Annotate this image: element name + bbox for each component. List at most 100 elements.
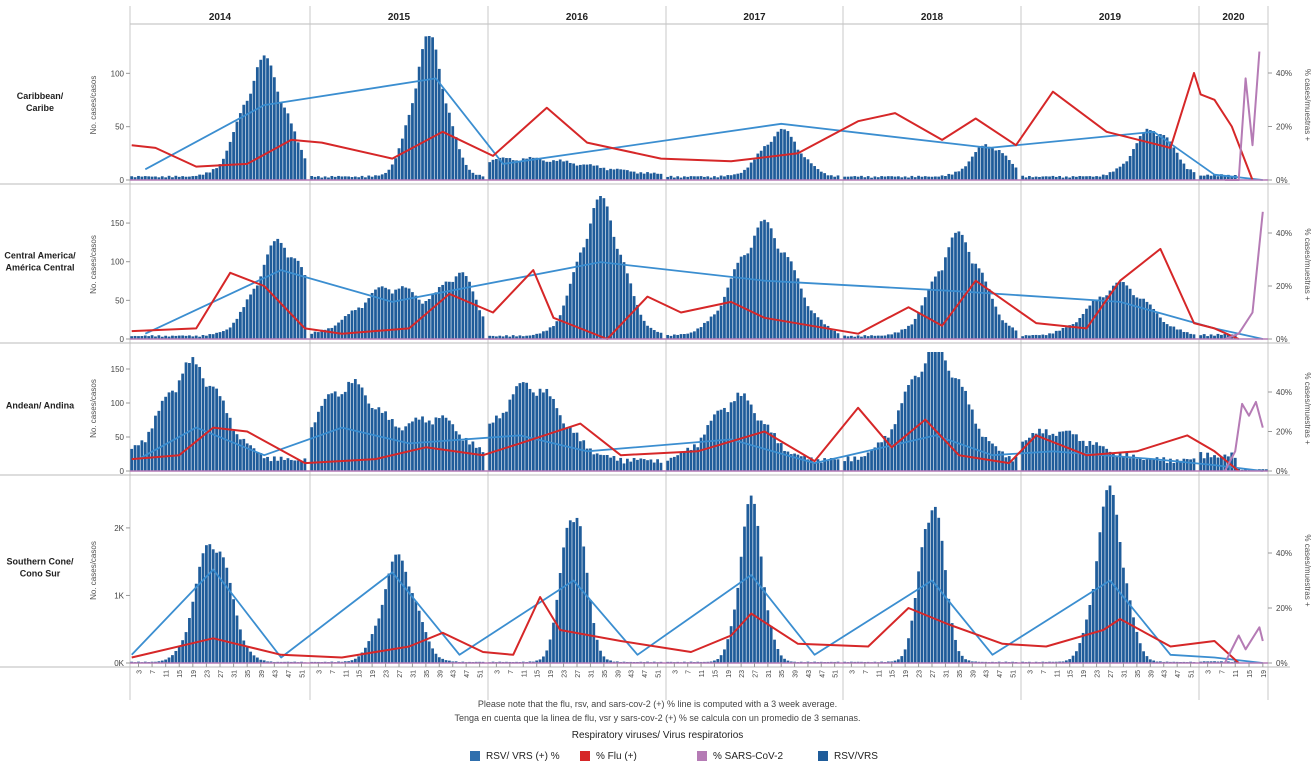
rsv-case-bar — [930, 510, 934, 663]
rsv-case-bar — [659, 332, 663, 339]
rsv-case-bar — [242, 640, 246, 663]
rsv-case-bar — [255, 67, 259, 180]
rsv-case-bar — [188, 363, 191, 471]
rsv-case-bar — [390, 293, 394, 339]
rsv-case-bar — [686, 447, 690, 471]
rsv-case-bar — [713, 176, 716, 180]
rsv-case-bar — [380, 174, 384, 180]
legend-item-sars[interactable]: % SARS-CoV-2 — [697, 749, 783, 763]
rsv-case-bar — [1075, 322, 1078, 339]
rsv-case-bar — [488, 162, 492, 180]
rsv-case-bar — [255, 452, 259, 471]
rsv-case-bar — [511, 394, 515, 471]
rsv-case-bar — [960, 655, 964, 663]
panel-label: Cono Sur — [20, 569, 61, 579]
week-tick-label: 23 — [917, 670, 924, 678]
rsv-case-bar — [779, 655, 783, 663]
legend-swatch-rsv-cases — [818, 751, 828, 761]
legend-item-flu[interactable]: % Flu (+) — [580, 749, 637, 763]
rsv-case-bar — [343, 176, 347, 180]
rsv-case-bar — [1048, 176, 1051, 180]
rsv-case-bar — [1068, 177, 1072, 180]
rsv-case-bar — [605, 170, 609, 180]
rsv-case-bar — [1122, 282, 1125, 339]
rsv-case-bar — [245, 100, 249, 180]
rsv-case-bar — [198, 366, 202, 471]
rsv-case-bar — [1172, 462, 1176, 471]
rsv-case-bar — [289, 257, 293, 339]
rsv-case-bar — [444, 281, 448, 339]
rsv-case-bar — [357, 177, 361, 180]
rsv-case-bar — [562, 161, 565, 180]
rsv-case-bar — [276, 460, 280, 471]
rsv-case-bar — [434, 292, 438, 339]
rsv-case-bar — [454, 137, 458, 180]
rsv-case-bar — [441, 415, 445, 471]
rsv-case-bar — [1213, 335, 1216, 339]
rsv-case-bar — [431, 294, 434, 339]
rsv-case-bar — [188, 617, 191, 663]
rsv-case-bar — [400, 430, 404, 471]
rsv-case-bar — [786, 131, 790, 180]
rsv-case-bar — [1091, 588, 1095, 663]
rsv-case-bar — [390, 419, 394, 471]
rsv-case-bar — [194, 583, 198, 663]
rsv-case-bar — [1021, 441, 1025, 471]
rsv-case-bar — [1011, 461, 1014, 471]
rsv-case-bar — [437, 287, 441, 339]
rsv-case-bar — [384, 589, 387, 663]
rsv-case-bar — [974, 152, 978, 180]
rsv-case-bar — [726, 639, 730, 663]
rsv-case-bar — [437, 657, 441, 663]
rsv-case-bar — [970, 263, 974, 339]
rsv-case-bar — [1095, 176, 1098, 180]
legend-item-rsv-pct[interactable]: RSV/ VRS (+) % — [470, 749, 560, 763]
rsv-case-bar — [518, 383, 522, 471]
rsv-case-bar — [863, 177, 867, 180]
left-axis-label: No. cases/casos — [89, 379, 98, 438]
pct-tick-label: 0% — [1276, 659, 1288, 668]
rsv-case-bar — [1189, 459, 1192, 471]
rsv-case-bar — [853, 176, 857, 180]
rsv-case-bar — [944, 570, 947, 663]
rsv-case-bar — [411, 103, 414, 180]
left-axis-label: No. cases/casos — [89, 541, 98, 600]
rsv-case-bar — [1135, 631, 1139, 663]
rsv-case-bar — [592, 623, 596, 663]
rsv-case-bar — [303, 275, 307, 339]
rsv-case-bar — [1108, 290, 1112, 339]
week-tick-label: 11 — [1054, 670, 1061, 677]
rsv-case-bar — [266, 456, 269, 471]
rsv-case-bar — [582, 164, 586, 180]
legend-item-rsv-cases[interactable]: RSV/VRS — [818, 749, 878, 763]
rsv-case-bar — [471, 291, 475, 339]
week-tick-label: 43 — [272, 670, 279, 678]
rsv-case-bar — [320, 177, 324, 180]
rsv-case-bar — [548, 639, 552, 663]
rsv-case-bar — [407, 114, 411, 180]
rsv-case-bar — [736, 587, 740, 663]
rsv-case-bar — [511, 335, 515, 339]
rsv-case-bar — [468, 281, 471, 339]
rsv-case-bar — [612, 456, 616, 471]
y-tick-label: 100 — [111, 399, 125, 408]
week-tick-label: 19 — [903, 670, 910, 678]
rsv-case-bar — [793, 270, 796, 339]
rsv-case-bar — [729, 402, 733, 471]
week-tick-label: 7 — [686, 670, 693, 674]
rsv-case-bar — [766, 610, 770, 663]
rsv-case-bar — [350, 177, 354, 180]
rsv-case-bar — [880, 335, 884, 339]
rsv-case-bar — [863, 335, 867, 339]
rsv-case-bar — [897, 176, 900, 180]
rsv-case-bar — [130, 336, 134, 339]
rsv-case-bar — [907, 385, 910, 471]
rsv-case-bar — [531, 157, 535, 180]
rsv-case-bar — [850, 461, 853, 471]
rsv-case-bar — [434, 49, 438, 180]
rsv-case-bar — [266, 254, 269, 339]
rsv-case-bar — [154, 415, 157, 471]
rsv-case-bar — [427, 420, 431, 471]
rsv-case-bar — [843, 335, 847, 339]
rsv-case-bar — [940, 540, 944, 663]
